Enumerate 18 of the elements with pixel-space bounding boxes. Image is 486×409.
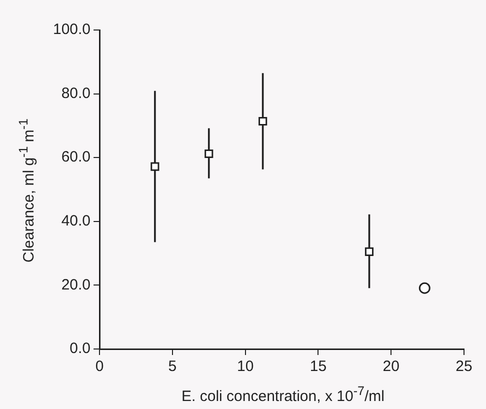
- point: [204, 149, 214, 158]
- point: [418, 282, 430, 294]
- y-tick-label: 40.0: [61, 212, 91, 230]
- x-tick-label: 15: [310, 358, 327, 376]
- point: [364, 247, 374, 256]
- x-axis-title: E. coli concentration, x 10$^{-7}$/ml: [180, 384, 386, 405]
- point: [258, 116, 268, 126]
- x-tick-label: 25: [456, 358, 472, 376]
- y-tick-label: 0.0: [70, 340, 91, 358]
- x-tick-label: 10: [236, 358, 254, 376]
- y-tick-label: 60.0: [61, 148, 91, 166]
- x-tick-label: 20: [382, 358, 400, 376]
- y-tick-label: 20.0: [61, 276, 91, 294]
- y-tick-label: 100.0: [52, 21, 91, 38]
- point: [150, 162, 160, 171]
- y-tick-label: 80.0: [61, 84, 91, 102]
- x-tick-label: 0: [95, 358, 104, 376]
- x-tick-label: 5: [168, 358, 177, 376]
